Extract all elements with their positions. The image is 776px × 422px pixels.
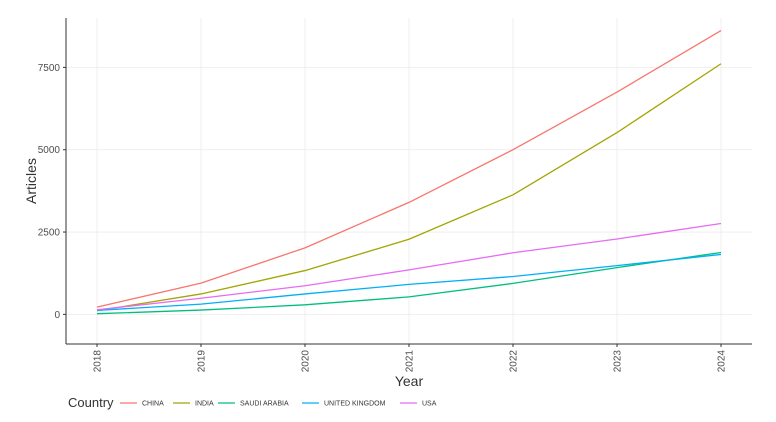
x-tick-label: 2022 (509, 350, 520, 373)
y-axis-title: Articles (23, 158, 39, 204)
series-line-india (96, 63, 722, 312)
y-tick-label: 7500 (38, 63, 61, 74)
legend: Country CHINA INDIA SAUDI ARABIA UNITED KIN… (68, 395, 437, 410)
series-lines (96, 29, 722, 315)
x-tick-label: 2021 (405, 350, 416, 373)
x-ticks: 2018 2019 2020 2021 2022 2023 2024 (93, 344, 728, 372)
series-line-saudi-arabia (96, 251, 722, 315)
x-tick-label: 2020 (301, 350, 312, 373)
legend-title: Country (68, 395, 114, 410)
y-ticks: 0 2500 5000 7500 (38, 63, 66, 321)
x-tick-label: 2019 (197, 350, 208, 373)
x-tick-label: 2018 (93, 350, 104, 373)
grid (66, 18, 752, 344)
series-line-united-kingdom (96, 253, 722, 312)
y-tick-label: 5000 (38, 145, 61, 156)
x-tick-label: 2023 (613, 350, 624, 373)
legend-label: USA (422, 401, 437, 408)
legend-label: SAUDI ARABIA (240, 401, 289, 408)
legend-label: INDIA (195, 401, 214, 408)
legend-label: CHINA (142, 401, 164, 408)
series-line-usa (96, 222, 722, 311)
series-line-china (96, 29, 722, 308)
y-tick-label: 0 (54, 310, 60, 321)
x-tick-label: 2024 (717, 350, 728, 373)
legend-label: UNITED KINGDOM (324, 401, 386, 408)
x-axis-title: Year (395, 373, 424, 389)
y-tick-label: 2500 (38, 228, 61, 239)
